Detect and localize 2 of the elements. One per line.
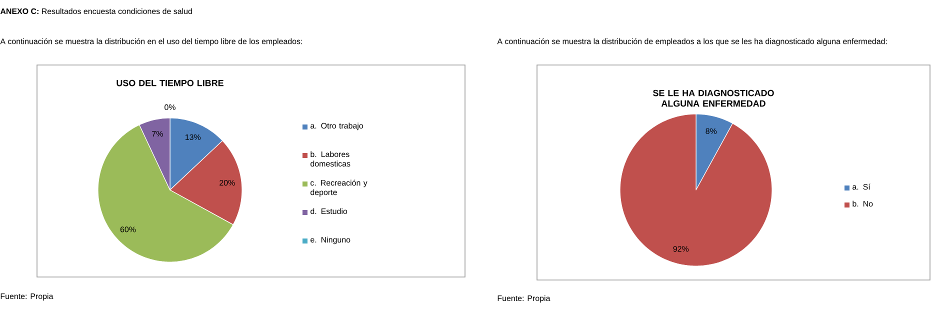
chart-title: USO DEL TIEMPO LIBRE [116,80,224,86]
chart-title: SE LE HA DIAGNOSTICADO ALGUNA ENFERMEDAD [652,90,774,107]
